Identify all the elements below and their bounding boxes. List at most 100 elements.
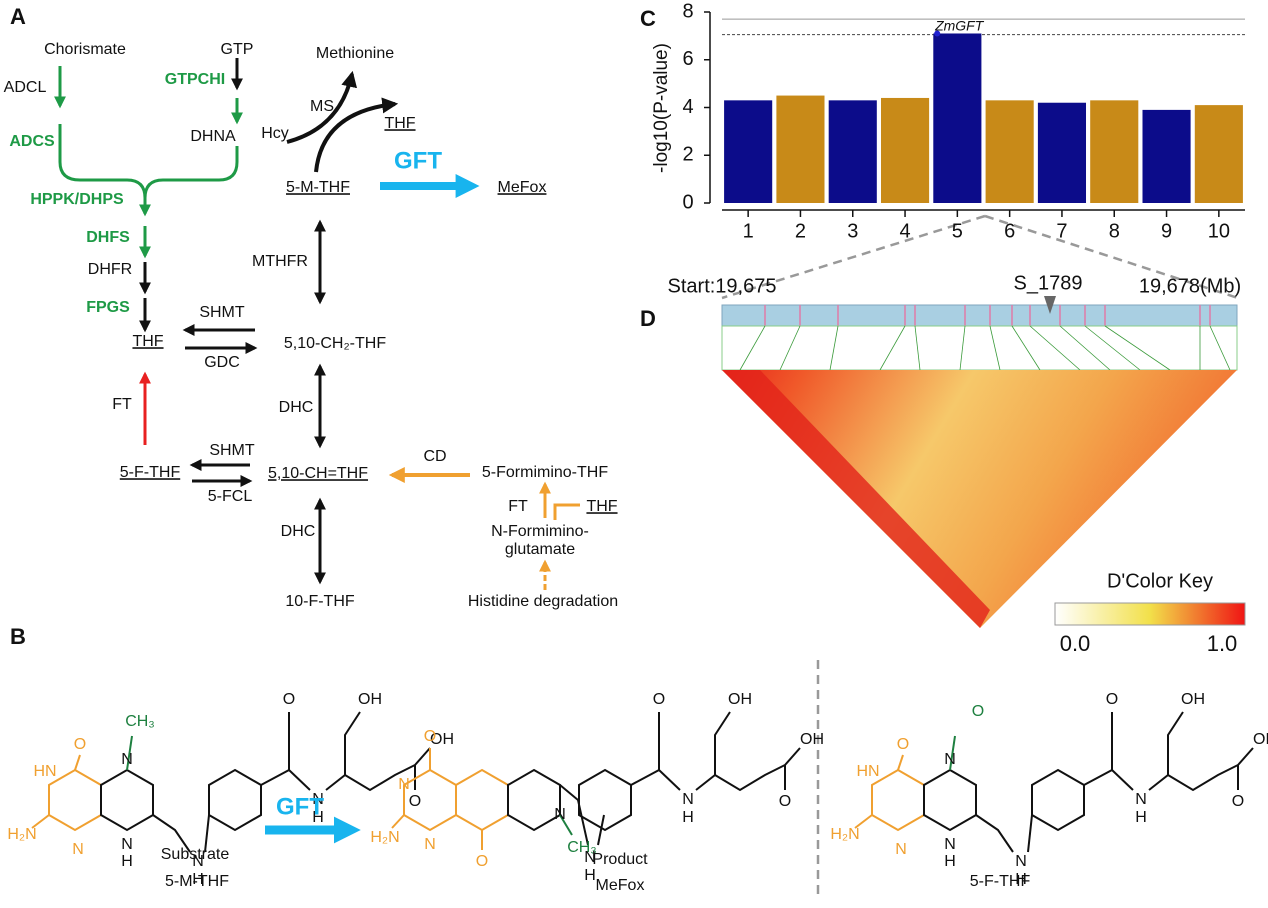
atom-label: O bbox=[283, 691, 295, 708]
molecule-name: 5-M-THF bbox=[165, 873, 229, 890]
bond bbox=[74, 754, 81, 771]
atom-label: OH bbox=[358, 691, 382, 708]
atom-label: N bbox=[584, 849, 596, 866]
atom-label: O bbox=[476, 853, 488, 870]
ring bbox=[48, 768, 102, 832]
pathway-node: DHC bbox=[279, 399, 314, 416]
bond bbox=[658, 769, 681, 791]
bond bbox=[1167, 747, 1254, 792]
pathway-node: DHC bbox=[281, 523, 316, 540]
bond bbox=[714, 747, 801, 792]
atom-label: OH bbox=[430, 731, 454, 748]
pathway-node: DHFR bbox=[88, 261, 132, 278]
pathway-node: GDC bbox=[204, 354, 240, 371]
reaction-label: GFT bbox=[276, 793, 324, 820]
atom-label: OH bbox=[728, 691, 752, 708]
atom-label: OH bbox=[1253, 731, 1268, 748]
atom-label: N bbox=[944, 751, 956, 768]
x-tick-label: 4 bbox=[899, 220, 910, 242]
bond bbox=[126, 735, 133, 771]
y-tick-label: 4 bbox=[682, 96, 693, 118]
pathway-node: GTPCHI bbox=[165, 71, 225, 88]
pathway-node: CD bbox=[423, 448, 446, 465]
atom-label: OH bbox=[800, 731, 824, 748]
pathway-node: N-Formimino- bbox=[491, 523, 589, 540]
bond bbox=[344, 747, 431, 792]
pathway-node: HPPK/DHPS bbox=[30, 191, 124, 208]
pathway-node: ADCL bbox=[4, 79, 47, 96]
x-tick-label: 9 bbox=[1161, 220, 1172, 242]
x-tick-label: 8 bbox=[1109, 220, 1120, 242]
pathway-node: Hcy bbox=[261, 125, 289, 142]
atom-label: H bbox=[1135, 809, 1147, 826]
chromosome-peak bbox=[828, 100, 877, 203]
panel-label: C bbox=[640, 6, 656, 31]
pathway-node: glutamate bbox=[505, 541, 575, 558]
ring bbox=[100, 768, 154, 832]
pathway-node: SHMT bbox=[209, 442, 255, 459]
atom-label: N bbox=[1015, 853, 1027, 870]
atom-label: N bbox=[944, 836, 956, 853]
chromosome-peak bbox=[1142, 109, 1191, 203]
atom-label: CH₃ bbox=[567, 839, 597, 856]
x-tick-label: 3 bbox=[847, 220, 858, 242]
pathway-node: THF bbox=[586, 498, 617, 515]
pathway-node: Methionine bbox=[316, 45, 394, 62]
x-tick-label: 2 bbox=[795, 220, 806, 242]
ld-start: Start:19,675 bbox=[668, 275, 777, 297]
chromosome-peak bbox=[880, 97, 930, 203]
atom-label: CH₃ bbox=[125, 713, 155, 730]
pathway-node: GFT bbox=[394, 147, 442, 174]
panel-label: B bbox=[10, 624, 26, 649]
pathway-node: FPGS bbox=[86, 299, 130, 316]
ring bbox=[507, 768, 561, 832]
bond bbox=[1083, 712, 1113, 786]
bond bbox=[391, 814, 405, 829]
bond bbox=[31, 814, 50, 829]
ring bbox=[923, 768, 977, 832]
pathway-node: 5-F-THF bbox=[120, 464, 181, 481]
atom-label: N bbox=[682, 791, 694, 808]
pathway-node: FT bbox=[112, 396, 132, 413]
pathway-node: DHNA bbox=[190, 128, 236, 145]
atom-label: N bbox=[192, 853, 204, 870]
bond bbox=[204, 814, 210, 853]
pathway-node: MeFox bbox=[498, 179, 547, 196]
highlight-label: ZmGFT bbox=[934, 18, 985, 34]
atom-label: H bbox=[121, 853, 133, 870]
pathway-node: 10-F-THF bbox=[285, 593, 355, 610]
ring bbox=[871, 768, 925, 832]
color-key-min: 0.0 bbox=[1060, 631, 1091, 656]
atom-label: N bbox=[554, 806, 566, 823]
pathway-node: SHMT bbox=[199, 304, 245, 321]
pathway-node: MS bbox=[310, 98, 334, 115]
bond bbox=[559, 814, 573, 836]
atom-label: H₂N bbox=[7, 826, 36, 843]
atom-label: H bbox=[944, 853, 956, 870]
x-tick-label: 7 bbox=[1056, 220, 1067, 242]
ld-snp: S_1789 bbox=[1014, 272, 1083, 294]
ring bbox=[578, 768, 632, 832]
chromosome-peak bbox=[933, 33, 982, 203]
chromosome-peak bbox=[985, 100, 1034, 203]
chromosome-peak bbox=[724, 100, 773, 203]
atom-label: N bbox=[72, 841, 84, 858]
bond bbox=[1148, 711, 1184, 791]
atom-label: O bbox=[653, 691, 665, 708]
bond bbox=[288, 769, 311, 791]
x-tick-label: 5 bbox=[952, 220, 963, 242]
y-axis-label: -log10(P-value) bbox=[651, 43, 672, 173]
y-tick-label: 8 bbox=[682, 0, 693, 22]
atom-label: N bbox=[312, 791, 324, 808]
y-tick-label: 6 bbox=[682, 48, 693, 70]
atom-label: N bbox=[121, 751, 133, 768]
zoom-guides bbox=[721, 214, 1239, 300]
pathway-node: Chorismate bbox=[44, 41, 126, 58]
chromosome-peak bbox=[1090, 100, 1139, 203]
bond bbox=[695, 711, 731, 791]
atom-label: HN bbox=[856, 763, 879, 780]
atom-label: H bbox=[312, 809, 324, 826]
y-tick-label: 0 bbox=[682, 191, 693, 213]
x-tick-label: 10 bbox=[1208, 220, 1230, 242]
